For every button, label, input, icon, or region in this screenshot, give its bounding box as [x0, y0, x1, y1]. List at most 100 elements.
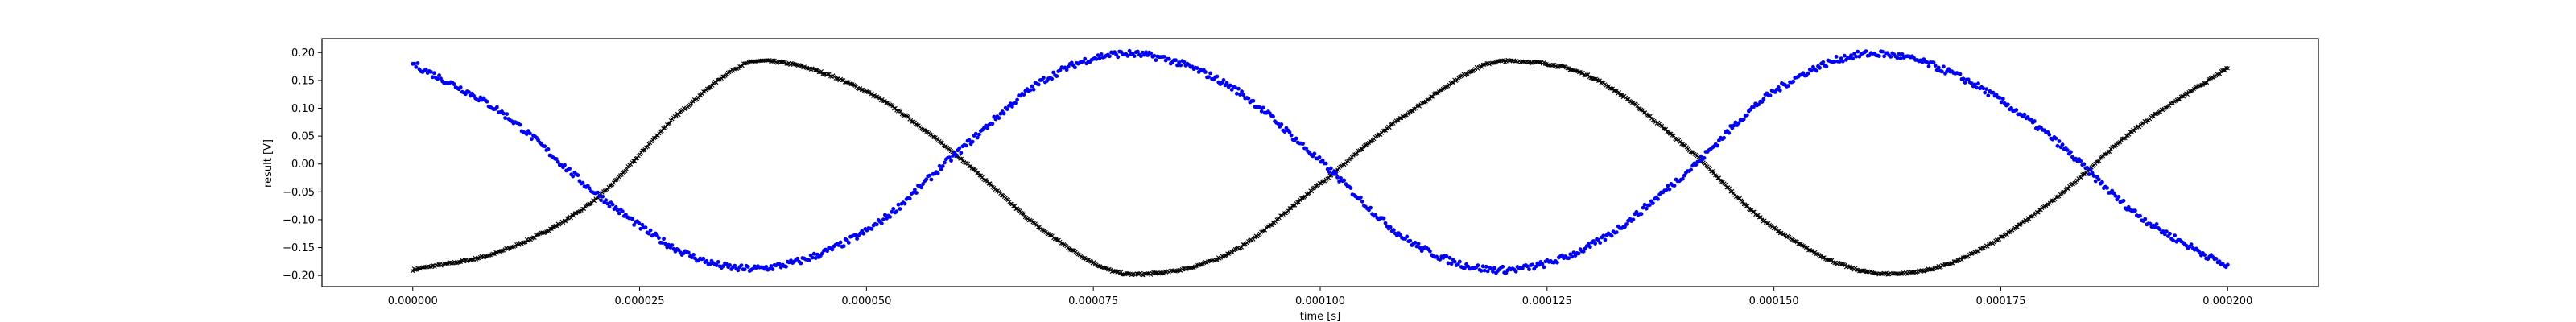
data-point	[2032, 119, 2037, 123]
data-point	[910, 191, 915, 195]
data-point	[973, 168, 978, 173]
data-point	[1635, 103, 1640, 108]
data-point	[2022, 112, 2027, 117]
data-point	[1327, 170, 1331, 175]
data-point	[1135, 49, 1140, 54]
data-point	[881, 99, 886, 104]
data-point	[929, 177, 934, 182]
data-point	[657, 236, 661, 240]
data-point	[596, 190, 600, 195]
data-point	[580, 180, 585, 185]
data-point	[2128, 130, 2132, 134]
data-point	[1221, 78, 1226, 82]
data-point	[1479, 269, 1484, 273]
data-point	[959, 156, 964, 161]
data-point	[710, 83, 715, 88]
data-point	[1457, 259, 1462, 264]
data-point	[654, 133, 659, 138]
data-point	[2091, 174, 2096, 178]
data-point	[1898, 271, 1903, 276]
data-point	[1096, 264, 1101, 269]
data-point	[810, 255, 815, 260]
data-point	[1035, 225, 1041, 229]
data-point	[1923, 268, 1928, 273]
data-point	[769, 264, 774, 268]
data-point	[1834, 55, 1839, 59]
data-point	[1121, 272, 1126, 277]
data-point	[1173, 269, 1178, 274]
data-point	[1307, 191, 1311, 196]
data-point	[691, 253, 696, 257]
x-tick-label: 0.000100	[1295, 295, 1345, 308]
data-point	[1312, 151, 1317, 156]
data-point	[906, 114, 910, 119]
data-point	[568, 167, 572, 171]
data-point	[1832, 261, 1837, 266]
data-point	[1233, 85, 1237, 89]
data-point	[1059, 241, 1064, 246]
data-point	[444, 261, 449, 266]
data-point	[1554, 64, 1559, 69]
data-point	[1323, 161, 1328, 166]
data-point	[1567, 256, 1571, 261]
data-point	[883, 213, 887, 217]
data-point	[1873, 271, 1879, 276]
data-point	[1530, 262, 1534, 267]
data-point	[661, 126, 666, 131]
data-point	[799, 64, 803, 68]
data-point	[634, 155, 640, 161]
data-point	[1741, 117, 1746, 122]
data-point	[937, 163, 942, 168]
data-point	[1238, 93, 1242, 97]
data-point	[1152, 53, 1157, 58]
data-point	[1321, 179, 1326, 184]
data-point	[1195, 66, 1199, 70]
data-point	[1094, 57, 1099, 61]
data-point	[2062, 189, 2066, 194]
data-point	[1667, 187, 1672, 192]
data-point	[784, 61, 789, 66]
data-point	[1294, 136, 1298, 141]
data-point	[867, 90, 872, 95]
data-point	[615, 176, 620, 181]
data-point	[1540, 262, 1545, 266]
data-point	[939, 167, 943, 171]
data-point	[1480, 264, 1485, 269]
data-point	[1715, 143, 1719, 148]
data-point	[874, 222, 879, 227]
data-point	[1488, 266, 1493, 271]
data-point	[1736, 121, 1741, 126]
data-point	[1154, 58, 1158, 62]
data-point	[1821, 60, 1826, 64]
data-point	[1586, 72, 1591, 77]
data-point	[2124, 134, 2129, 138]
data-point	[660, 241, 664, 245]
data-point	[632, 223, 636, 227]
data-point	[1925, 60, 1930, 64]
data-point	[1797, 242, 1802, 246]
y-tick-label: −0.10	[283, 214, 315, 226]
data-point	[1485, 269, 1490, 274]
data-point	[2055, 143, 2060, 148]
data-point	[571, 174, 576, 179]
data-point	[2198, 250, 2202, 254]
data-point	[2189, 242, 2194, 246]
data-point	[1973, 82, 1977, 87]
data-point	[546, 147, 551, 151]
data-point	[1689, 167, 1694, 172]
data-point	[1296, 200, 1301, 204]
data-point	[1777, 229, 1781, 233]
data-point	[1482, 268, 1487, 273]
data-point	[1527, 267, 1531, 271]
data-point	[2121, 198, 2126, 203]
axis-ticks: 0.000000 0.000025 0.000050 0.000075 0.000100…	[283, 47, 2252, 308]
data-point	[967, 138, 972, 142]
data-point	[859, 87, 864, 93]
data-point	[1728, 189, 1733, 194]
data-point	[628, 162, 634, 167]
data-point	[2096, 177, 2101, 182]
data-point	[898, 109, 903, 114]
data-point	[970, 139, 975, 144]
data-point	[1271, 114, 1275, 119]
data-point	[1847, 264, 1852, 269]
